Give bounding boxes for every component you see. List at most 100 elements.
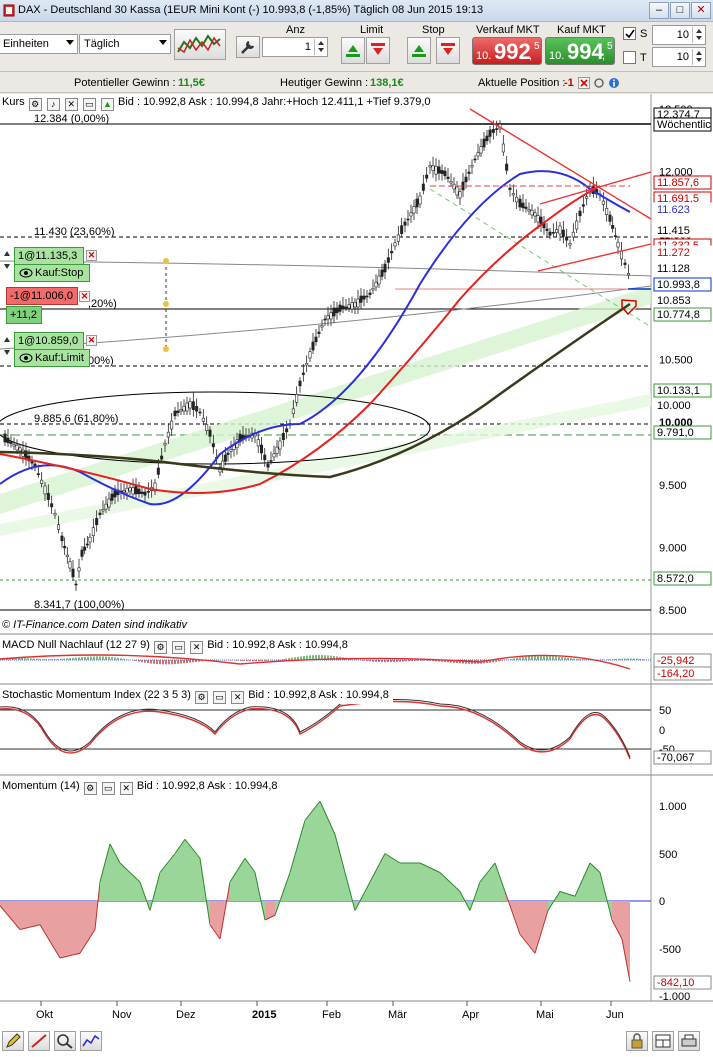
candle-body <box>191 401 195 410</box>
momentum-line <box>334 834 346 873</box>
chart-area[interactable]: 12.384 (0,00%) 11.430 (23,60%) ,20%) 00%) 9.… <box>0 94 713 1057</box>
momentum-area <box>305 801 320 901</box>
candle-body <box>60 535 64 542</box>
momentum-line <box>159 853 176 873</box>
t-checkbox[interactable] <box>623 51 636 64</box>
s-distance-stepper[interactable]: 10 <box>652 25 706 45</box>
open-position-price[interactable]: -1@11.006,0 <box>6 287 78 305</box>
buy-arrow-icon[interactable]: ▲ <box>100 98 114 111</box>
close-icon[interactable]: ✕ <box>64 98 78 111</box>
candle-body <box>305 363 309 366</box>
main-chart-label: Kurs <box>2 96 25 108</box>
lock-button[interactable] <box>626 1031 648 1051</box>
stop-order-type[interactable]: Kauf:Stop <box>14 264 90 282</box>
candle-body <box>153 482 157 492</box>
wrench-icon[interactable]: ⚙ <box>83 782 97 795</box>
candle-body <box>176 410 180 413</box>
macd-signal-line <box>0 654 631 670</box>
buy-market-button[interactable]: 10. 994 , 5 <box>545 37 615 65</box>
buy-price-comma: , <box>602 50 606 62</box>
settings-wrench-button[interactable] <box>236 36 260 58</box>
drag-handle-icon[interactable] <box>2 249 12 271</box>
price-tag-box <box>653 383 712 398</box>
pencil-tool-button[interactable] <box>2 1031 24 1051</box>
price-tag-label: 10.774,8 <box>657 309 700 321</box>
candle-body <box>56 524 60 530</box>
print-button[interactable] <box>678 1031 700 1051</box>
price-tag-label: 11.128 <box>657 263 690 275</box>
window-icon[interactable]: ▭ <box>101 782 115 795</box>
minimize-button[interactable]: – <box>649 2 669 19</box>
s-distance-value: 10 <box>676 29 689 41</box>
stepper-up-icon[interactable] <box>692 27 704 35</box>
t-distance-stepper[interactable]: 10 <box>652 47 706 67</box>
stoch-signal-line <box>0 700 631 760</box>
t-distance-value: 10 <box>676 51 689 63</box>
stepper-up-icon[interactable] <box>314 39 326 47</box>
momentum-line <box>119 862 141 883</box>
candle-body <box>179 409 183 412</box>
layout-button[interactable] <box>652 1031 674 1051</box>
candle-body <box>335 307 339 314</box>
momentum-area <box>20 901 40 930</box>
wrench-icon[interactable]: ⚙ <box>195 691 208 704</box>
limit-sell-button[interactable] <box>366 37 390 64</box>
stepper-up-icon[interactable] <box>692 49 704 57</box>
stop-buy-button[interactable] <box>407 37 431 64</box>
quantity-stepper[interactable]: 1 <box>262 37 328 57</box>
sell-market-button[interactable]: 10. 992 , 5 <box>472 37 542 65</box>
reverse-position-icon[interactable] <box>593 77 605 89</box>
candle-body <box>266 463 270 468</box>
stepper-down-icon[interactable] <box>692 57 704 65</box>
close-position-icon[interactable] <box>578 77 590 89</box>
candle-body <box>353 301 357 308</box>
indicator-tool-button[interactable] <box>80 1031 102 1051</box>
s-checkbox[interactable] <box>623 27 636 40</box>
drawing-tool-button[interactable] <box>28 1031 50 1051</box>
stop-order-type-label: Kauf:Stop <box>35 267 84 279</box>
momentum-line <box>611 919 623 940</box>
candle-body <box>575 220 579 230</box>
chart-type-button[interactable] <box>174 29 226 60</box>
candle-body <box>555 229 559 233</box>
stepper-down-icon[interactable] <box>692 35 704 43</box>
stop-sell-button[interactable] <box>436 37 460 64</box>
momentum-line <box>184 838 201 859</box>
units-select[interactable]: Einheiten <box>0 34 78 54</box>
close-icon[interactable]: ✕ <box>190 641 204 654</box>
cancel-limit-order-icon[interactable]: ✕ <box>86 335 97 346</box>
candle-body <box>18 447 22 452</box>
close-position-x-icon[interactable]: ✕ <box>79 291 90 302</box>
wrench-icon[interactable]: ⚙ <box>28 98 42 111</box>
limit-buy-button[interactable] <box>341 37 365 64</box>
stop-order-price[interactable]: 1@11.135,3 <box>14 247 84 265</box>
period-select[interactable]: Täglich <box>79 34 171 54</box>
chart-canvas[interactable]: 12.384 (0,00%) 11.430 (23,60%) ,20%) 00%) 9.… <box>0 94 713 1057</box>
y-tick-label: 9.000 <box>659 542 687 554</box>
candle-body <box>548 231 552 236</box>
window-icon[interactable]: ▭ <box>213 691 227 704</box>
window-icon[interactable]: ▭ <box>82 98 96 111</box>
momentum-line <box>0 905 21 930</box>
candle-body <box>485 135 489 142</box>
info-icon[interactable] <box>608 77 620 89</box>
alert-bell-icon[interactable]: ♪ <box>46 98 60 111</box>
zoom-tool-button[interactable] <box>54 1031 76 1051</box>
close-icon[interactable]: ✕ <box>231 691 245 704</box>
limit-order-price[interactable]: 1@10.859,0 <box>14 332 84 350</box>
window-icon[interactable]: ▭ <box>172 641 186 654</box>
close-button[interactable]: ✕ <box>691 2 711 19</box>
close-icon[interactable]: ✕ <box>119 782 133 795</box>
candle-body <box>536 215 540 223</box>
drag-handle-icon[interactable] <box>2 335 12 357</box>
stop-label: Stop <box>422 24 445 36</box>
wrench-icon[interactable]: ⚙ <box>154 641 168 654</box>
limit-order-type[interactable]: Kauf:Limit <box>14 349 90 367</box>
sell-price-pip: 5 <box>534 41 540 52</box>
cancel-stop-order-icon[interactable]: ✕ <box>86 250 97 261</box>
macd-tag-box <box>653 666 712 681</box>
momentum-tag-label: -842,10 <box>657 977 694 989</box>
maximize-button[interactable]: □ <box>670 2 690 19</box>
candle-body <box>530 209 534 216</box>
stepper-down-icon[interactable] <box>314 47 326 55</box>
